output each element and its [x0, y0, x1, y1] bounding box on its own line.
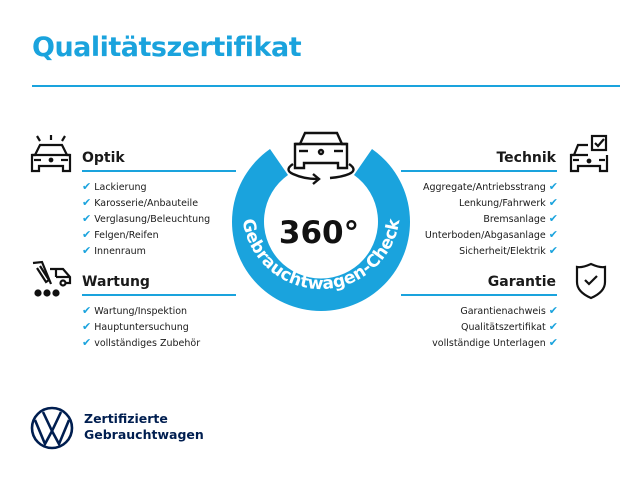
brand-line-2: Gebrauchtwagen [84, 427, 204, 442]
list-item: ✔ Felgen/Reifen [82, 228, 159, 241]
title-divider [32, 85, 620, 87]
list-item: ✔ Karosserie/Anbauteile [82, 196, 199, 209]
page-title: Qualitätszertifikat [32, 32, 302, 63]
list-technik: Aggregate/Antriebsstrang ✔ Lenkung/Fahrwe… [380, 179, 558, 259]
brand-text: Zertifizierte Gebrauchtwagen [84, 411, 204, 443]
section-divider [82, 170, 236, 172]
list-wartung: ✔ Wartung/Inspektion ✔ Hauptuntersuchung ✔… [82, 303, 200, 351]
brand-line-1: Zertifizierte [84, 411, 168, 426]
service-cart-icon [32, 260, 72, 297]
list-item: ✔ Innenraum [82, 244, 146, 257]
section-title-garantie: Garantie [487, 274, 556, 290]
section-divider [82, 294, 236, 296]
check-icon: ✔ [82, 336, 92, 349]
check-icon: ✔ [548, 244, 558, 257]
degree-label: 360° [279, 215, 359, 251]
check-icon: ✔ [82, 212, 92, 225]
car-checkbox-icon [569, 134, 609, 173]
check-icon: ✔ [548, 304, 558, 317]
car-rotate-icon [287, 131, 355, 185]
check-360-badge: Gebrauchtwagen-Check 360° [232, 131, 410, 311]
vw-logo [30, 406, 74, 450]
list-item: Aggregate/Antriebsstrang ✔ [422, 180, 558, 193]
check-icon: ✔ [548, 212, 558, 225]
check-icon: ✔ [548, 320, 558, 333]
list-item: Lenkung/Fahrwerk ✔ [458, 196, 558, 209]
check-icon: ✔ [548, 228, 558, 241]
section-divider [401, 294, 557, 296]
check-icon: ✔ [82, 320, 92, 333]
list-item: Unterboden/Abgasanlage ✔ [424, 228, 558, 241]
section-title-technik: Technik [496, 150, 556, 166]
list-item: ✔ Verglasung/Beleuchtung [82, 212, 211, 225]
check-icon: ✔ [548, 196, 558, 209]
list-item: ✔ vollständiges Zubehör [82, 336, 201, 349]
shield-check-icon [575, 262, 607, 300]
list-item: vollständige Unterlagen ✔ [432, 336, 558, 349]
check-icon: ✔ [82, 180, 92, 193]
check-icon: ✔ [82, 244, 92, 257]
list-optik: ✔ Lackierung ✔ Karosserie/Anbauteile ✔ Verg… [82, 179, 210, 259]
list-item: ✔ Hauptuntersuchung [82, 320, 189, 333]
list-item: Qualitätszertifikat ✔ [460, 320, 558, 333]
check-icon: ✔ [82, 228, 92, 241]
car-lights-icon [30, 135, 72, 173]
list-item: Garantienachweis ✔ [460, 304, 558, 317]
list-item: Bremsanlage ✔ [483, 212, 558, 225]
check-icon: ✔ [548, 336, 558, 349]
list-item: Sicherheit/Elektrik ✔ [459, 244, 558, 257]
section-divider [401, 170, 557, 172]
list-garantie: Garantienachweis ✔ Qualitätszertifikat ✔ v… [380, 303, 558, 351]
check-icon: ✔ [548, 180, 558, 193]
section-title-optik: Optik [82, 150, 125, 166]
check-icon: ✔ [82, 304, 92, 317]
blue-ring [232, 149, 410, 311]
list-item: ✔ Lackierung [82, 180, 147, 193]
section-title-wartung: Wartung [82, 274, 150, 290]
check-icon: ✔ [82, 196, 92, 209]
list-item: ✔ Wartung/Inspektion [82, 304, 188, 317]
